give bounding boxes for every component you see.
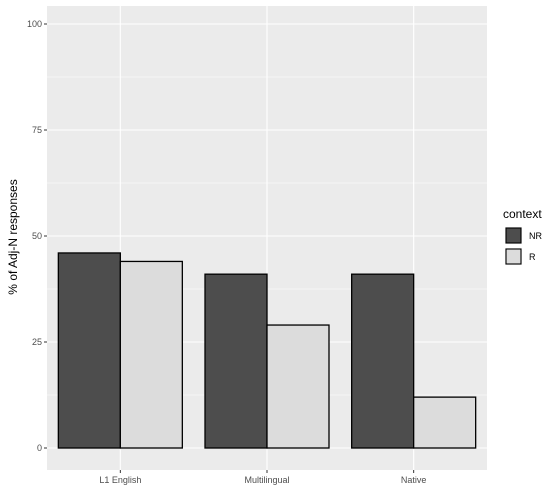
y-tick-label: 50	[32, 231, 42, 241]
bar-r-native	[413, 396, 477, 449]
bar-nr-l1-english	[57, 252, 121, 449]
legend-swatch-nr	[505, 227, 522, 244]
bar-r-multilingual	[266, 324, 330, 449]
y-tick-label: 25	[32, 337, 42, 347]
legend-swatch-r	[505, 248, 522, 265]
legend-label-r: R	[529, 252, 536, 262]
bar-nr-native	[351, 273, 415, 449]
y-tick-label: 75	[32, 125, 42, 135]
x-tick-label: Multilingual	[244, 475, 289, 485]
legend-title: context	[503, 207, 542, 221]
y-tick-label: 0	[37, 443, 42, 453]
y-axis: 0 25 50 75 100	[27, 19, 47, 453]
legend: context NR R	[503, 207, 542, 265]
legend-label-nr: NR	[529, 231, 542, 241]
y-axis-title: % of Adj-N responses	[6, 179, 20, 294]
bars	[57, 252, 477, 449]
y-tick-label: 100	[27, 19, 42, 29]
x-tick-label: Native	[401, 475, 427, 485]
legend-items: NR R	[505, 227, 542, 265]
x-axis: L1 English Multilingual Native	[99, 470, 426, 485]
x-tick-label: L1 English	[99, 475, 141, 485]
bar-r-l1-english	[119, 260, 183, 449]
bar-nr-multilingual	[204, 273, 268, 449]
